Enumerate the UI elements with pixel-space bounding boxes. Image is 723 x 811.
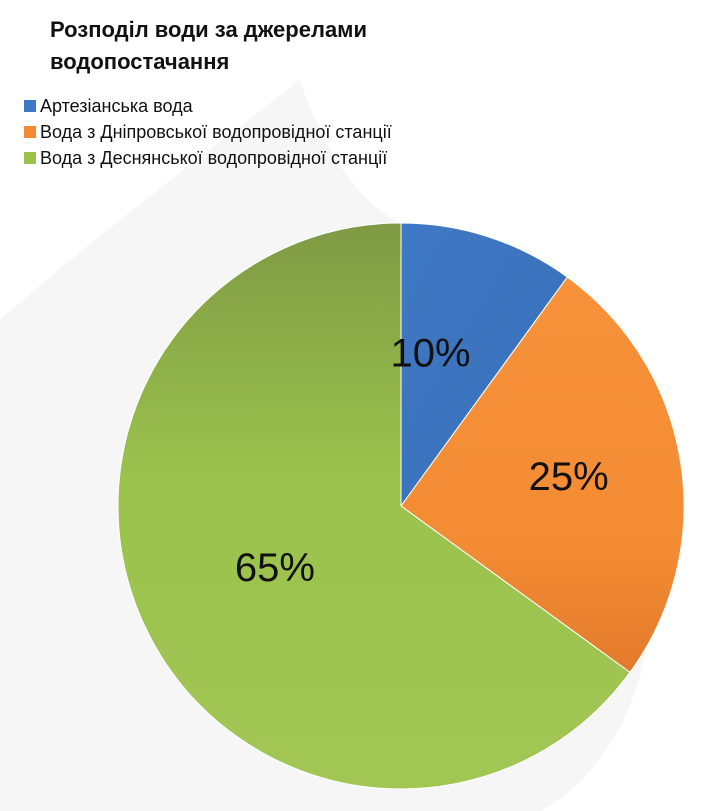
pie-slice-desna: [117, 222, 631, 790]
legend-item-desna: Вода з Деснянської водопровідної станції: [24, 145, 392, 171]
legend-label: Вода з Деснянської водопровідної станції: [40, 147, 388, 168]
data-label-desna: 65%: [235, 546, 315, 590]
pie-slice-dnipro: [400, 276, 685, 674]
pie-slices: [117, 222, 685, 790]
pie-slice-artesian: [400, 222, 569, 508]
pie-data-labels: 10% 25% 65%: [235, 332, 609, 590]
legend-swatch: [24, 100, 36, 112]
chart-legend: Артезіанська вода Вода з Дніпровської во…: [24, 93, 392, 171]
legend-item-dnipro: Вода з Дніпровської водопровідної станці…: [24, 119, 392, 145]
legend-swatch: [24, 152, 36, 164]
legend-swatch: [24, 126, 36, 138]
legend-label: Артезіанська вода: [40, 95, 193, 116]
data-label-artesian: 10%: [390, 332, 470, 376]
chart-title: Розподіл води за джерелами водопостачанн…: [50, 17, 367, 74]
legend-label: Вода з Дніпровської водопровідної станці…: [40, 121, 392, 142]
legend-item-artesian: Артезіанська вода: [24, 93, 392, 119]
data-label-dnipro: 25%: [529, 455, 609, 499]
